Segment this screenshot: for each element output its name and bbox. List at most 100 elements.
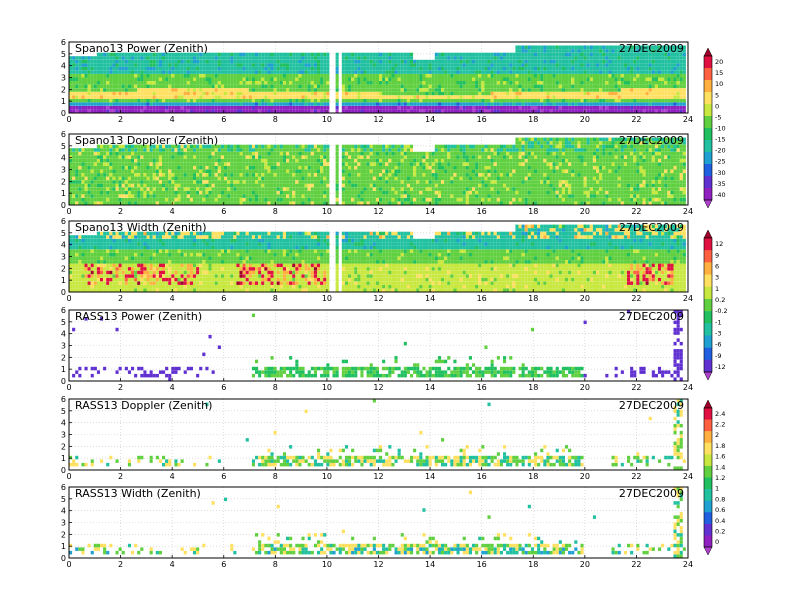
heatmap-cell [214, 144, 218, 149]
heatmap-cell [506, 91, 510, 96]
heatmap-cell [317, 165, 321, 170]
heatmap-cell [388, 102, 392, 106]
heatmap-cell [369, 66, 373, 71]
heatmap-cell [227, 151, 231, 156]
heatmap-cell [239, 95, 243, 99]
heatmap-cell [372, 59, 376, 64]
heatmap-cell [413, 109, 417, 113]
heatmap-cell [196, 81, 200, 85]
heatmap-cell [137, 66, 141, 71]
heatmap-cell [109, 88, 113, 92]
heatmap-cell [462, 91, 466, 96]
heatmap-cell [654, 95, 658, 99]
heatmap-cell [431, 77, 435, 81]
heatmap-cell [493, 91, 497, 96]
heatmap-cell [245, 63, 249, 67]
heatmap-cell [96, 56, 100, 60]
heatmap-cell [552, 52, 556, 57]
heatmap-cell [118, 190, 122, 195]
heatmap-cell [521, 102, 525, 106]
heatmap-cell [400, 70, 404, 74]
heatmap-cell [202, 74, 206, 78]
heatmap-cell [317, 84, 321, 89]
heatmap-cell [96, 66, 100, 71]
heatmap-cell [493, 56, 497, 60]
heatmap-cell [96, 162, 100, 166]
heatmap-cell [385, 95, 389, 99]
heatmap-cell [543, 84, 547, 89]
heatmap-cell [220, 173, 224, 177]
heatmap-cell [462, 70, 466, 74]
heatmap-cell [639, 77, 643, 81]
heatmap-cell [400, 59, 404, 64]
heatmap-cell [81, 95, 85, 99]
heatmap-cell [186, 162, 190, 166]
heatmap-cell [103, 63, 107, 67]
heatmap-cell [100, 81, 104, 85]
heatmap-cell [462, 52, 466, 57]
heatmap-cell [230, 81, 234, 85]
heatmap-cell [645, 109, 649, 113]
heatmap-cell [512, 59, 516, 64]
heatmap-cell [320, 194, 324, 198]
heatmap-cell [428, 59, 432, 64]
heatmap-cell [627, 81, 631, 85]
heatmap-cell [661, 95, 665, 99]
heatmap-cell [208, 176, 212, 181]
heatmap-cell [248, 63, 252, 67]
heatmap-cell [605, 88, 609, 92]
heatmap-cell [248, 81, 252, 85]
heatmap-cell [307, 180, 311, 184]
heatmap-cell [620, 81, 624, 85]
heatmap-cell [236, 190, 240, 195]
heatmap-cell [320, 66, 324, 71]
heatmap-cell [335, 151, 339, 156]
heatmap-cell [87, 201, 91, 205]
heatmap-cell [162, 52, 166, 57]
heatmap-cell [518, 102, 522, 106]
heatmap-cell [627, 52, 631, 57]
heatmap-cell [413, 77, 417, 81]
heatmap-cell [155, 91, 159, 96]
heatmap-cell [574, 102, 578, 106]
heatmap-cell [177, 155, 181, 159]
heatmap-cell [149, 169, 153, 173]
heatmap-cell [354, 88, 358, 92]
heatmap-cell [459, 91, 463, 96]
heatmap-cell [599, 95, 603, 99]
heatmap-cell [121, 158, 125, 163]
heatmap-cell [230, 144, 234, 149]
heatmap-cell [589, 102, 593, 106]
heatmap-cell [673, 66, 677, 71]
heatmap-cell [131, 74, 135, 78]
heatmap-cell [394, 63, 398, 67]
heatmap-cell [72, 148, 76, 152]
heatmap-cell [282, 70, 286, 74]
heatmap-cell [447, 74, 451, 78]
heatmap-cell [236, 74, 240, 78]
heatmap-cell [654, 81, 658, 85]
heatmap-cell [571, 105, 575, 110]
heatmap-cell [534, 102, 538, 106]
heatmap-cell [527, 77, 531, 81]
heatmap-cell [583, 98, 587, 103]
heatmap-cell [589, 91, 593, 96]
heatmap-cell [245, 183, 249, 188]
heatmap-cell [295, 77, 299, 81]
heatmap-cell [301, 176, 305, 181]
heatmap-cell [140, 95, 144, 99]
heatmap-cell [586, 109, 590, 113]
heatmap-cell [276, 81, 280, 85]
heatmap-cell [323, 148, 327, 152]
heatmap-cell [555, 84, 559, 89]
heatmap-cell [493, 95, 497, 99]
heatmap-cell [450, 56, 454, 60]
heatmap-cell [236, 148, 240, 152]
heatmap-cell [596, 77, 600, 81]
heatmap-cell [220, 66, 224, 71]
heatmap-cell [623, 88, 627, 92]
heatmap-cell [320, 84, 324, 89]
heatmap-cell [323, 180, 327, 184]
heatmap-cell [279, 201, 283, 205]
heatmap-cell [245, 144, 249, 149]
